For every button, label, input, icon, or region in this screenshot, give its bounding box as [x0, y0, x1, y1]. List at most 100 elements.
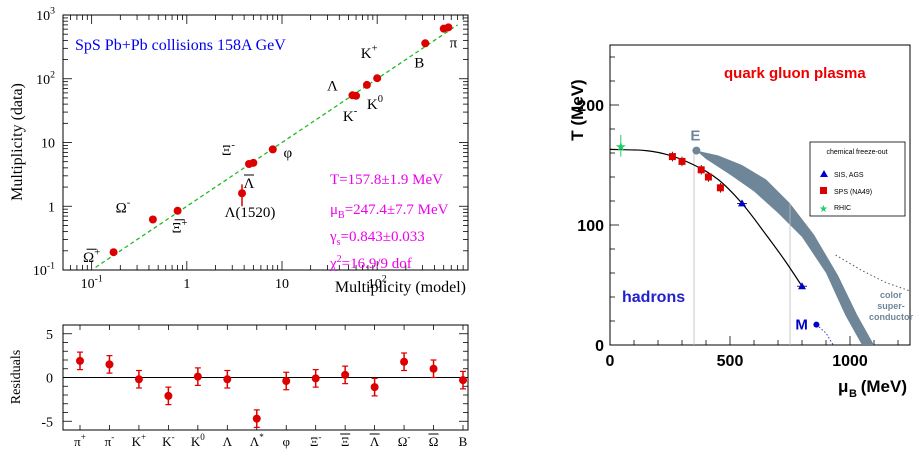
residual-point: [105, 360, 113, 368]
fit-parameter: T=157.8±1.9 MeV: [330, 172, 443, 188]
phase-legend: chemical freeze-out SIS, AGS SPS (NA49) …: [810, 142, 905, 216]
residual-category-label: Ξ-: [310, 432, 321, 449]
particle-label: Ω-: [116, 198, 131, 217]
residuals-category-labels: π+ π- K+ K- K0 Λ Λ* φ Ξ- Ξ Λ Ω- Ω B: [74, 432, 468, 449]
multiplicity-y-axis-label: Multiplicity (data): [9, 83, 26, 201]
sps-point: [669, 153, 676, 160]
csc-label-line: conductor: [869, 312, 913, 322]
csc-label-line: super-: [877, 301, 905, 311]
residuals-y-axis-label: Residuals: [9, 350, 24, 404]
rhic-point: ★: [615, 139, 627, 154]
particle-label: Λ: [327, 78, 338, 94]
residual-category-label: K0: [191, 432, 205, 449]
color-superconductor-boundary: [836, 255, 910, 291]
residual-point: [341, 371, 349, 379]
residual-point: [312, 374, 320, 382]
residual-category-label: K-: [162, 432, 174, 449]
mu-symbol: μ: [838, 377, 848, 396]
residual-point: [400, 358, 408, 366]
particle-label: B: [414, 55, 424, 71]
y-tick-label: 103: [36, 6, 55, 24]
legend-entry-label: SIS, AGS: [834, 172, 864, 179]
endpoint-label: E: [690, 128, 700, 145]
legend-entry-label: RHIC: [834, 205, 851, 212]
residual-point: [135, 375, 143, 383]
residual-point: [253, 415, 261, 423]
particle-label: π: [450, 35, 458, 51]
multiplicity-panel: Ω+Ω-Ξ+Λ(1520)ΛΞ-φΛK- K0K+Bπ 10-1 1 10 102 10…: [9, 6, 468, 296]
x-tick-label: 500: [717, 353, 744, 370]
data-point: [149, 215, 157, 223]
nuclear-matter-marker: [813, 322, 819, 328]
multiplicity-y-tick-labels: 10-1 1 10 102 103: [33, 6, 55, 279]
fit-parameter: χ2=16.9/9 dof: [329, 254, 412, 272]
residual-category-label: Λ*: [250, 432, 264, 449]
y-tick-label: 1: [48, 200, 55, 215]
sps-point: [705, 174, 712, 181]
data-point: [352, 92, 360, 100]
freeze-out-curve: [610, 149, 802, 286]
sps-point: [698, 166, 705, 173]
particle-label: Λ(1520): [225, 205, 276, 221]
residual-point: [223, 375, 231, 383]
residual-category-label: π+: [74, 432, 86, 449]
fit-parameters: T=157.8±1.9 MeV μB=247.4±7.7 MeV γs=0.843±…: [329, 172, 449, 272]
x-tick-label: 10: [275, 277, 289, 292]
residual-category-label: φ: [282, 434, 290, 449]
residual-point: [76, 357, 84, 365]
y-tick-label: 0: [46, 372, 53, 387]
y-tick-label: -5: [41, 415, 53, 430]
residuals-points: [76, 352, 467, 427]
critical-endpoint-marker: [692, 147, 700, 155]
nuclear-matter-dotted-line: [816, 325, 833, 345]
y-tick-label: 10: [41, 137, 55, 152]
particle-label: Ξ+: [172, 218, 188, 237]
phase-y-axis-label: T (MeV): [568, 79, 587, 140]
fit-parameter: μB=247.4±7.7 MeV: [330, 202, 449, 221]
x-tick-label: 1: [183, 277, 190, 292]
y-tick-label: 10-1: [33, 261, 55, 279]
multiplicity-points: [110, 23, 453, 256]
particle-label: K-: [343, 106, 358, 125]
y-tick-label: 0: [595, 338, 604, 355]
residuals-y-tick-labels: -5 0 5: [41, 328, 53, 431]
qgp-region-label: quark gluon plasma: [724, 65, 866, 82]
fit-parameter: γs=0.843±0.033: [329, 229, 425, 248]
residual-point: [371, 383, 379, 391]
legend-square-marker: [820, 187, 827, 194]
color-superconductor-label: color super- conductor: [869, 290, 913, 322]
legend-title: chemical freeze-out: [826, 149, 887, 156]
multiplicity-x-axis-label: Multiplicity (model): [335, 279, 466, 296]
particle-label: K0: [367, 94, 383, 113]
sis-ags-point: [798, 282, 806, 289]
data-point: [110, 248, 118, 256]
nuclear-matter-label: M: [795, 317, 808, 334]
particle-label: Λ: [244, 176, 255, 192]
data-point: [174, 207, 182, 215]
x-tick-label: 0: [606, 353, 615, 370]
csc-label-line: color: [880, 290, 903, 300]
residuals-panel: π+ π- K+ K- K0 Λ Λ* φ Ξ- Ξ Λ Ω- Ω B -5 0 5 Residuals: [9, 325, 468, 449]
residual-point: [459, 376, 467, 384]
x-tick-label: 10-1: [81, 274, 103, 292]
legend-star-marker: ★: [819, 204, 828, 215]
data-point: [363, 81, 371, 89]
residual-point: [194, 373, 202, 381]
particle-label: Ξ-: [222, 140, 236, 159]
phase-x-axis-label: μ B (MeV): [838, 377, 907, 400]
particle-label: K+: [361, 43, 378, 62]
data-point: [421, 39, 429, 47]
residual-category-label: Ω-: [398, 432, 411, 449]
x-tick-label: 1000: [832, 353, 868, 370]
mu-unit: (MeV): [856, 377, 907, 396]
residual-category-label: π-: [105, 432, 115, 449]
residual-category-label: B: [459, 434, 468, 449]
particle-label: Ω+: [83, 247, 100, 266]
residual-category-label: K+: [132, 432, 147, 449]
residual-point: [430, 365, 438, 373]
data-point: [269, 145, 277, 153]
y-tick-label: 5: [46, 328, 53, 343]
residual-category-label: Λ: [370, 434, 380, 449]
particle-label: φ: [283, 145, 292, 161]
collision-system-annotation: SpS Pb+Pb collisions 158A GeV: [75, 37, 286, 54]
